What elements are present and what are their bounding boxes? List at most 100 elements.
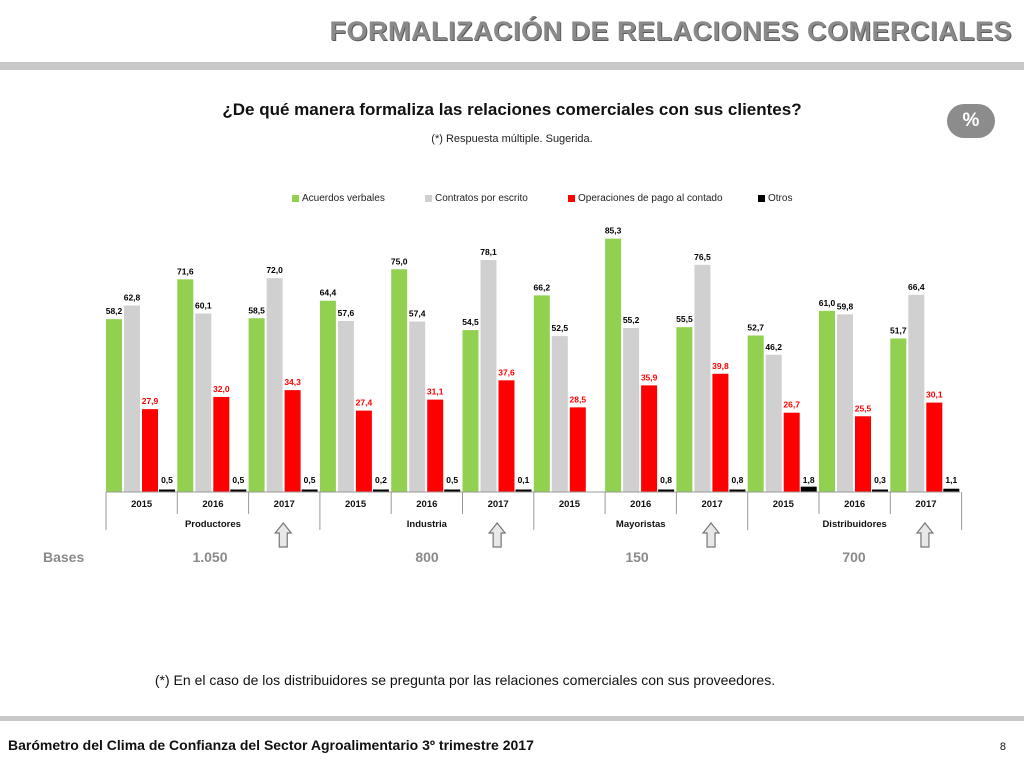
bar-3-7 [569,407,586,492]
bar-2-2 [195,313,212,492]
bar-4-11 [872,489,888,492]
data-label-3-9: 39,8 [712,361,729,371]
year-tick-label-6: 2017 [488,499,509,510]
up-arrow-icon [701,522,721,548]
data-label-3-7: 28,5 [570,394,587,404]
year-tick-label-9: 2017 [701,499,722,510]
year-tick-label-11: 2016 [844,499,865,510]
data-label-4-2: 0,5 [232,475,244,485]
bar-3-12 [926,402,943,492]
base-value-productores: 1.050 [192,549,228,565]
year-tick-label-2: 2016 [202,499,223,510]
data-label-1-2: 71,6 [177,266,194,276]
data-label-4-1: 0,5 [161,475,173,485]
up-arrow-icon [274,522,293,548]
chart-subtitle: (*) Respuesta múltiple. Sugerida. [431,133,593,145]
up-arrow-icon [915,522,935,548]
legend-label-contratos: Contratos por escrito [435,193,528,204]
legend-swatch-contratos [425,195,432,202]
data-label-2-11: 59,8 [837,301,854,311]
bar-1-8 [605,238,622,492]
data-label-1-9: 55,5 [676,314,693,324]
bar-1-12 [890,338,907,492]
legend-label-otros: Otros [768,193,793,204]
page-number: 8 [999,741,1006,753]
page-title: FORMALIZACIÓN DE RELACIONES COMERCIALES [329,16,1012,46]
data-label-2-3: 72,0 [266,265,283,275]
bar-3-3 [284,390,301,492]
bar-3-2 [213,396,230,492]
year-tick-label-8: 2016 [630,499,651,510]
data-label-1-3: 58,5 [248,305,265,315]
data-label-3-6: 37,6 [498,367,515,377]
bar-2-1 [124,305,140,492]
grouped-bar-chart: 58,262,8 27,9 0,5 71,6 60,1 32,0 0,5 58,5 72,0 34… [105,226,963,548]
footer-divider [0,716,1024,721]
year-tick-label-3: 2017 [274,499,295,510]
legend-swatch-acuerdos [292,195,299,202]
data-label-3-4: 27,4 [356,398,373,408]
data-label-1-8: 85,3 [605,226,622,236]
up-arrow-icon [487,522,507,548]
data-label-4-8: 0,8 [660,475,672,485]
bar-2-9 [694,264,711,492]
chart-question: ¿De qué manera formaliza las relaciones … [222,100,802,119]
bar-4-9 [729,489,746,492]
group-label-1: Productores [185,519,241,530]
bar-3-5 [427,399,444,492]
data-label-2-12: 66,4 [908,282,925,292]
bar-4-1 [159,489,175,492]
bar-1-6 [462,330,479,492]
data-label-4-11: 0,3 [874,475,886,485]
data-label-3-3: 34,3 [284,377,301,387]
bar-4-4 [372,489,389,492]
bases-label: Bases [43,549,85,565]
bar-3-10 [783,412,800,492]
bar-4-5 [444,489,461,492]
bar-3-8 [641,385,658,492]
group-label-4: Distribuidores [822,519,886,530]
base-value-industria: 800 [415,549,439,565]
bar-2-6 [480,260,497,492]
data-label-3-5: 31,1 [427,387,444,397]
year-tick-label-4: 2015 [345,499,367,510]
bar-3-4 [355,410,372,492]
legend-item-otros: Otros [758,193,792,204]
bar-1-11 [819,310,835,492]
data-label-1-5: 75,0 [391,256,408,266]
bar-2-12 [908,294,925,492]
bar-2-10 [765,354,782,492]
bar-1-1 [106,319,122,492]
bar-4-12 [943,488,960,492]
bar-2-11 [837,314,853,492]
bar-1-9 [676,327,693,492]
bar-2-5 [409,321,426,492]
data-label-4-12: 1,1 [945,475,957,485]
data-label-2-10: 46,2 [765,342,782,352]
data-label-4-3: 0,5 [304,475,316,485]
percent-badge: % [947,104,995,138]
data-label-3-8: 35,9 [641,372,658,382]
data-label-1-11: 61,0 [819,298,836,308]
legend-swatch-otros [758,195,765,202]
data-label-3-2: 32,0 [213,384,230,394]
legend-swatch-operaciones [568,195,575,202]
data-label-3-11: 25,5 [855,403,872,413]
legend-item-acuerdos: Acuerdos verbales [292,193,385,204]
year-tick-label-5: 2016 [416,499,437,510]
data-label-1-6: 54,5 [462,317,479,327]
legend-item-contratos: Contratos por escrito [425,193,528,204]
year-tick-label-7: 2015 [559,499,581,510]
data-label-2-5: 57,4 [409,309,426,319]
bar-1-2 [177,279,194,492]
legend-item-operaciones: Operaciones de pago al contado [568,193,723,204]
bar-2-8 [623,328,640,492]
data-label-2-1: 62,8 [124,292,141,302]
bar-1-7 [533,295,550,492]
group-label-2: Industria [407,519,448,530]
data-label-4-10: 1,8 [803,475,815,485]
data-label-2-8: 55,2 [623,315,640,325]
bar-2-7 [551,336,568,492]
bar-3-6 [498,380,515,492]
bar-4-6 [515,489,532,492]
